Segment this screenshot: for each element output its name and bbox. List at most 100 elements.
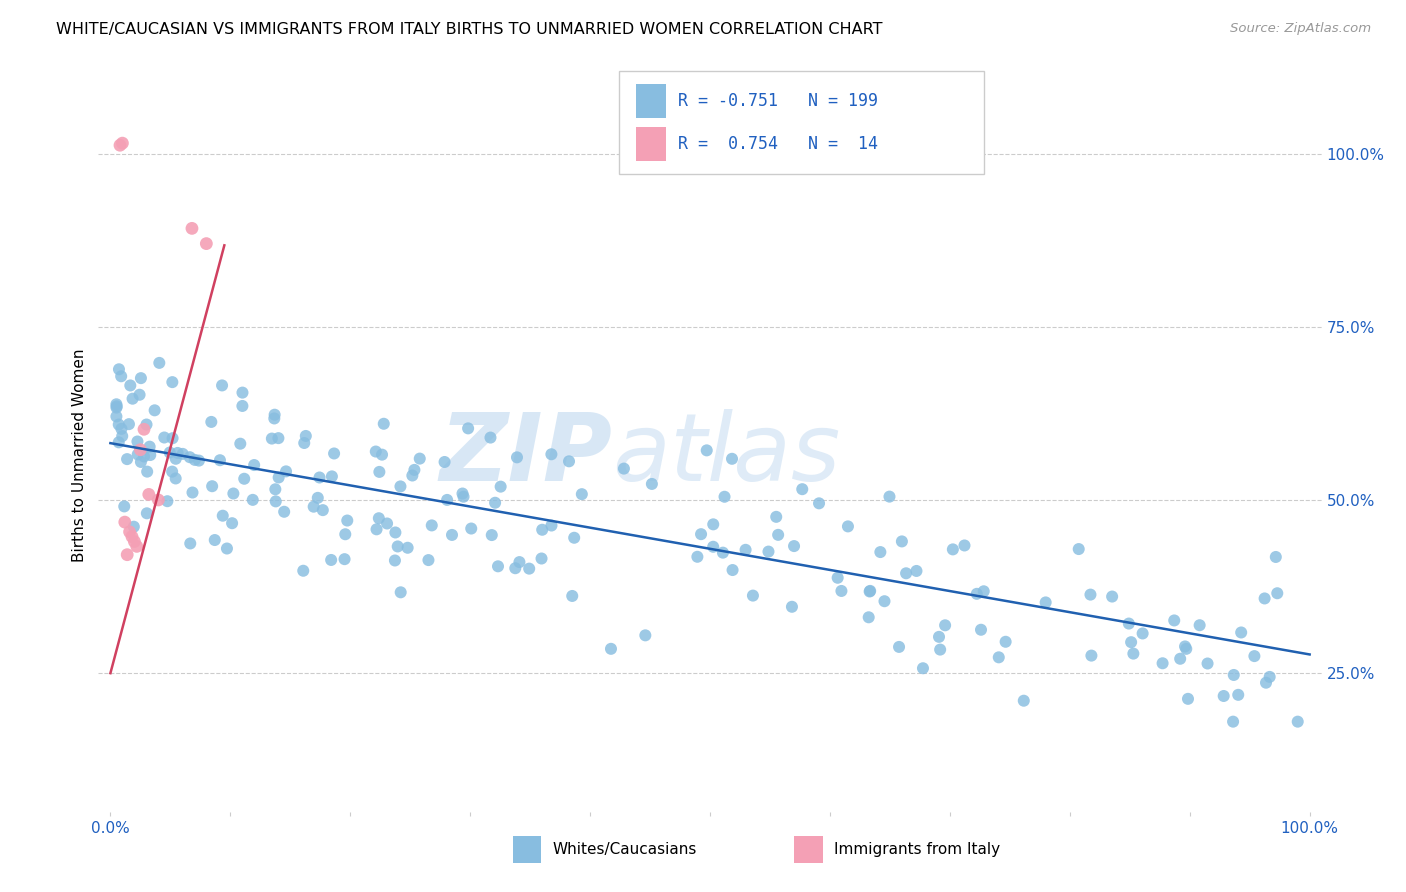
Point: [571, 487, 593, 501]
Point: [859, 584, 882, 599]
Point: [159, 445, 181, 459]
Point: [105, 409, 128, 424]
Point: [1265, 586, 1288, 600]
Point: [138, 440, 160, 454]
Text: Whites/Caucasians: Whites/Caucasians: [553, 842, 697, 856]
Point: [1101, 590, 1123, 604]
Point: [115, 452, 138, 467]
Point: [135, 506, 157, 520]
Point: [135, 417, 157, 432]
Point: [229, 436, 252, 450]
Point: [508, 555, 530, 569]
Point: [792, 482, 814, 496]
Point: [562, 531, 585, 545]
Point: [1080, 588, 1102, 602]
Point: [105, 399, 128, 413]
Point: [1174, 640, 1197, 654]
Point: [231, 385, 253, 400]
Point: [110, 369, 132, 384]
Point: [321, 553, 343, 567]
Point: [129, 455, 152, 469]
Point: [702, 540, 724, 554]
Point: [121, 530, 143, 544]
Point: [389, 585, 412, 599]
Point: [118, 417, 141, 431]
Point: [267, 470, 290, 484]
Point: [1188, 618, 1211, 632]
Point: [295, 429, 318, 443]
Point: [970, 623, 993, 637]
Point: [396, 541, 419, 555]
Point: [481, 528, 503, 542]
Point: [364, 444, 387, 458]
Point: [165, 471, 187, 485]
Point: [613, 461, 636, 475]
Point: [1253, 591, 1275, 606]
Point: [371, 448, 394, 462]
Point: [1012, 694, 1035, 708]
Point: [110, 422, 132, 436]
Point: [111, 429, 134, 443]
Point: [929, 642, 952, 657]
Point: [112, 500, 135, 514]
Point: [479, 431, 502, 445]
Point: [721, 563, 744, 577]
Point: [124, 534, 146, 549]
Point: [148, 356, 170, 370]
Point: [211, 508, 233, 523]
Point: [1177, 691, 1199, 706]
Point: [830, 584, 852, 599]
Point: [215, 541, 238, 556]
Point: [233, 472, 256, 486]
Point: [987, 650, 1010, 665]
Point: [1227, 688, 1250, 702]
Point: [1132, 626, 1154, 640]
Point: [1118, 616, 1140, 631]
Point: [166, 446, 188, 460]
Text: ZIP: ZIP: [439, 409, 612, 501]
Point: [457, 421, 479, 435]
Point: [139, 448, 162, 462]
Point: [1222, 714, 1244, 729]
Text: WHITE/CAUCASIAN VS IMMIGRANTS FROM ITALY BIRTHS TO UNMARRIED WOMEN CORRELATION C: WHITE/CAUCASIAN VS IMMIGRANTS FROM ITALY…: [56, 22, 883, 37]
Point: [905, 564, 928, 578]
Point: [321, 469, 343, 483]
Point: [128, 388, 150, 402]
Point: [132, 422, 155, 436]
Point: [111, 136, 134, 150]
Point: [242, 492, 264, 507]
Point: [125, 540, 148, 554]
Point: [713, 490, 735, 504]
Point: [1122, 647, 1144, 661]
Point: [928, 630, 950, 644]
Point: [634, 628, 657, 642]
Point: [887, 640, 910, 654]
Point: [200, 415, 222, 429]
Text: Immigrants from Italy: Immigrants from Italy: [834, 842, 1000, 856]
Point: [292, 564, 315, 578]
Point: [1258, 670, 1281, 684]
Point: [308, 470, 330, 484]
Point: [105, 401, 128, 415]
Point: [1264, 549, 1286, 564]
Point: [530, 551, 553, 566]
Point: [195, 236, 218, 251]
Point: [211, 378, 233, 392]
Point: [127, 434, 149, 449]
Point: [484, 496, 506, 510]
Point: [837, 519, 859, 533]
Point: [1067, 542, 1090, 557]
Y-axis label: Births to Unmarried Women: Births to Unmarried Women: [72, 348, 87, 562]
Point: [879, 490, 901, 504]
Point: [1175, 641, 1198, 656]
Point: [114, 515, 136, 529]
Point: [453, 490, 475, 504]
Point: [690, 527, 713, 541]
Point: [368, 465, 391, 479]
Point: [966, 587, 988, 601]
Point: [389, 479, 412, 493]
Point: [307, 491, 329, 505]
Point: [1152, 657, 1174, 671]
Point: [1230, 625, 1253, 640]
Point: [766, 528, 789, 542]
